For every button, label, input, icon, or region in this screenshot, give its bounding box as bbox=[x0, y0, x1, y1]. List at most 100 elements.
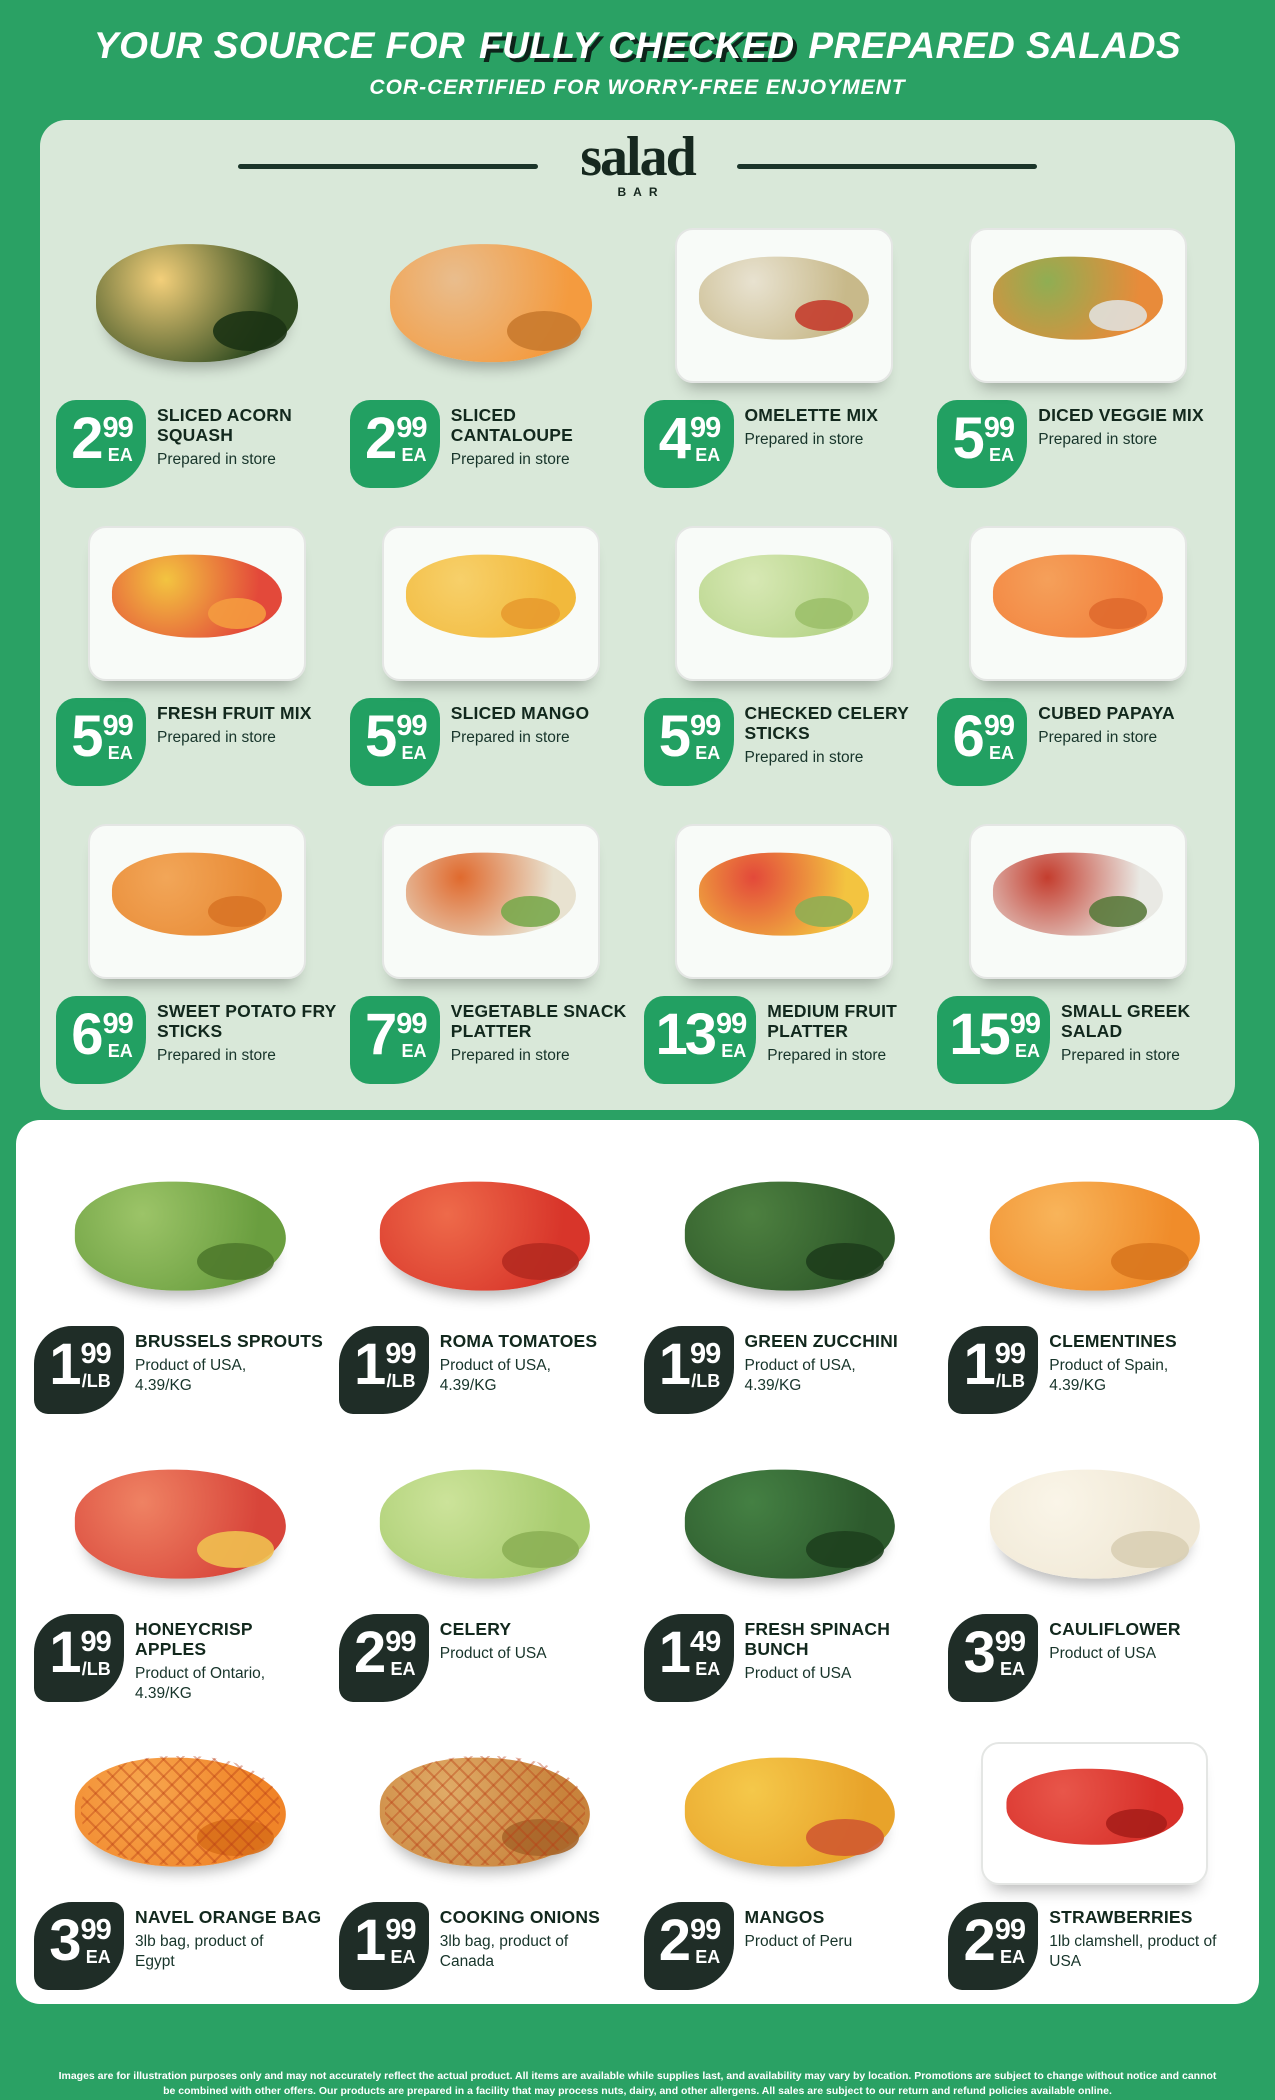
price-badge: 13 99 EA bbox=[643, 995, 757, 1084]
price-cents: 99 bbox=[994, 1625, 1026, 1658]
price-frac: 99 EA bbox=[994, 1625, 1026, 1680]
product-image-accent bbox=[806, 1530, 884, 1569]
price-cents: 99 bbox=[716, 1007, 747, 1040]
price-frac: 99 /LB bbox=[81, 1339, 112, 1392]
price-cents: 99 bbox=[983, 411, 1015, 444]
product-labels: FRESH FRUIT MIX Prepared in store bbox=[157, 698, 312, 748]
price-frac: 99 /LB bbox=[995, 1339, 1026, 1392]
divider-line-right bbox=[736, 164, 1037, 170]
product-labels: CHECKED CELERY STICKS Prepared in store bbox=[745, 698, 926, 768]
product-image-accent bbox=[1088, 597, 1148, 629]
product-details: Product of USA, 4.39/KG bbox=[439, 1356, 551, 1394]
product-card: 1 99 EA COOKING ONIONS 3lb bag, product … bbox=[337, 1716, 634, 1998]
product-details: Product of Peru bbox=[744, 1932, 853, 1950]
price-badge: 1 99 /LB bbox=[643, 1325, 734, 1414]
price-unit: EA bbox=[390, 1946, 416, 1967]
price-cents: 99 bbox=[690, 1913, 721, 1946]
price-dollars: 1 bbox=[353, 1331, 386, 1397]
product-image-accent bbox=[1105, 1808, 1167, 1838]
product-photo bbox=[652, 1724, 929, 1894]
price-cents: 99 bbox=[690, 411, 721, 444]
product-name: FRESH SPINACH BUNCH bbox=[744, 1618, 891, 1659]
product-card: 6 99 EA SWEET POTATO FRY STICKS Prepared… bbox=[54, 800, 340, 1092]
title-suffix: PREPARED SALADS bbox=[797, 25, 1182, 66]
price-dollars: 5 bbox=[364, 703, 397, 769]
price-dollars: 6 bbox=[71, 1001, 103, 1067]
price-row: 1 99 /LB GREEN ZUCCHINI Product of USA, … bbox=[642, 1325, 939, 1422]
price-unit: EA bbox=[85, 1946, 111, 1967]
product-details: Prepared in store bbox=[450, 450, 570, 468]
product-labels: CLEMENTINES Product of Spain, 4.39/KG bbox=[1049, 1326, 1219, 1396]
product-photo bbox=[956, 1148, 1233, 1318]
price-row: 1 99 /LB ROMA TOMATOES Product of USA, 4… bbox=[337, 1325, 634, 1422]
product-labels: NAVEL ORANGE BAG 3lb bag, product of Egy… bbox=[135, 1902, 321, 1972]
salad-bar-logo-row: salad BAR bbox=[54, 130, 1221, 204]
price-badge: 3 99 EA bbox=[948, 1613, 1039, 1702]
product-labels: CELERY Product of USA bbox=[440, 1614, 547, 1664]
price-dollars: 2 bbox=[658, 1907, 691, 1973]
price-badge: 5 99 EA bbox=[56, 697, 146, 786]
price-badge: 4 99 EA bbox=[643, 399, 734, 488]
price-dollars: 15 bbox=[949, 1001, 1010, 1067]
product-details: Prepared in store bbox=[1038, 430, 1158, 448]
product-name: FRESH FRUIT MIX bbox=[157, 702, 312, 723]
product-details: Product of USA bbox=[439, 1644, 547, 1662]
price-dollars: 4 bbox=[658, 405, 691, 471]
price-row: 2 99 EA SLICED ACORN SQUASH Prepared in … bbox=[54, 399, 340, 496]
price-dollars: 2 bbox=[71, 405, 103, 471]
product-details: Prepared in store bbox=[1038, 728, 1158, 746]
price-row: 5 99 EA SLICED MANGO Prepared in store bbox=[348, 697, 634, 794]
product-details: Product of USA, 4.39/KG bbox=[744, 1356, 856, 1394]
price-frac: 99 EA bbox=[81, 1915, 112, 1968]
product-name: SWEET POTATO FRY STICKS bbox=[157, 1000, 337, 1041]
product-name: OMELETTE MIX bbox=[744, 404, 879, 425]
price-badge: 2 99 EA bbox=[56, 399, 146, 488]
product-labels: OMELETTE MIX Prepared in store bbox=[745, 400, 879, 450]
product-details: Prepared in store bbox=[744, 430, 864, 448]
price-row: 2 99 EA MANGOS Product of Peru bbox=[642, 1901, 939, 1998]
product-image-accent bbox=[501, 597, 560, 629]
product-name: CAULIFLOWER bbox=[1049, 1618, 1181, 1639]
product-name: SLICED ACORN SQUASH bbox=[157, 404, 292, 445]
product-name: CELERY bbox=[439, 1618, 512, 1639]
product-details: Product of Spain, 4.39/KG bbox=[1049, 1356, 1169, 1394]
price-cents: 49 bbox=[690, 1625, 721, 1658]
product-photo bbox=[358, 804, 624, 988]
price-dollars: 13 bbox=[655, 1001, 717, 1067]
product-image-accent bbox=[196, 1242, 275, 1281]
page-title: YOUR SOURCE FOR FULLY CHECKED PREPARED S… bbox=[0, 25, 1275, 67]
price-dollars: 5 bbox=[658, 703, 691, 769]
product-photo bbox=[652, 506, 918, 690]
product-labels: BRUSSELS SPROUTS Product of USA, 4.39/KG bbox=[135, 1326, 323, 1396]
prepared-items-grid: 2 99 EA SLICED ACORN SQUASH Prepared in … bbox=[54, 204, 1221, 1092]
product-image-accent bbox=[501, 1530, 580, 1569]
price-unit: EA bbox=[695, 1658, 721, 1679]
price-unit: EA bbox=[695, 444, 721, 465]
product-card: 3 99 EA NAVEL ORANGE BAG 3lb bag, produc… bbox=[32, 1716, 329, 1998]
price-row: 5 99 EA FRESH FRUIT MIX Prepared in stor… bbox=[54, 697, 340, 794]
price-row: 6 99 EA CUBED PAPAYA Prepared in store bbox=[935, 697, 1221, 794]
price-row: 3 99 EA NAVEL ORANGE BAG 3lb bag, produc… bbox=[32, 1901, 329, 1998]
price-cents: 99 bbox=[690, 1337, 721, 1370]
price-cents: 99 bbox=[1009, 1007, 1041, 1040]
product-image-blob bbox=[699, 554, 870, 638]
price-badge: 5 99 EA bbox=[937, 399, 1028, 488]
price-cents: 99 bbox=[396, 411, 427, 444]
divider-line-left bbox=[238, 164, 539, 170]
price-dollars: 1 bbox=[353, 1907, 386, 1973]
product-card: 1 99 /LB HONEYCRISP APPLES Product of On… bbox=[32, 1428, 329, 1710]
product-image-accent bbox=[806, 1242, 884, 1281]
product-labels: STRAWBERRIES 1lb clamshell, product of U… bbox=[1049, 1902, 1219, 1972]
product-card: 2 99 EA SLICED ACORN SQUASH Prepared in … bbox=[54, 204, 340, 496]
header-subtitle: COR-CERTIFIED FOR WORRY-FREE ENJOYMENT bbox=[369, 75, 906, 99]
price-row: 13 99 EA MEDIUM FRUIT PLATTER Prepared i… bbox=[642, 995, 928, 1092]
price-frac: 99 EA bbox=[690, 1913, 721, 1968]
product-details: Prepared in store bbox=[157, 728, 276, 746]
price-frac: 99 EA bbox=[984, 711, 1015, 764]
net-bag-texture bbox=[80, 1755, 281, 1865]
price-cents: 99 bbox=[994, 1913, 1026, 1946]
product-image-accent bbox=[795, 299, 854, 331]
price-dollars: 7 bbox=[364, 1001, 397, 1067]
product-image-accent bbox=[506, 310, 581, 352]
product-card: 15 99 EA SMALL GREEK SALAD Prepared in s… bbox=[935, 800, 1221, 1092]
